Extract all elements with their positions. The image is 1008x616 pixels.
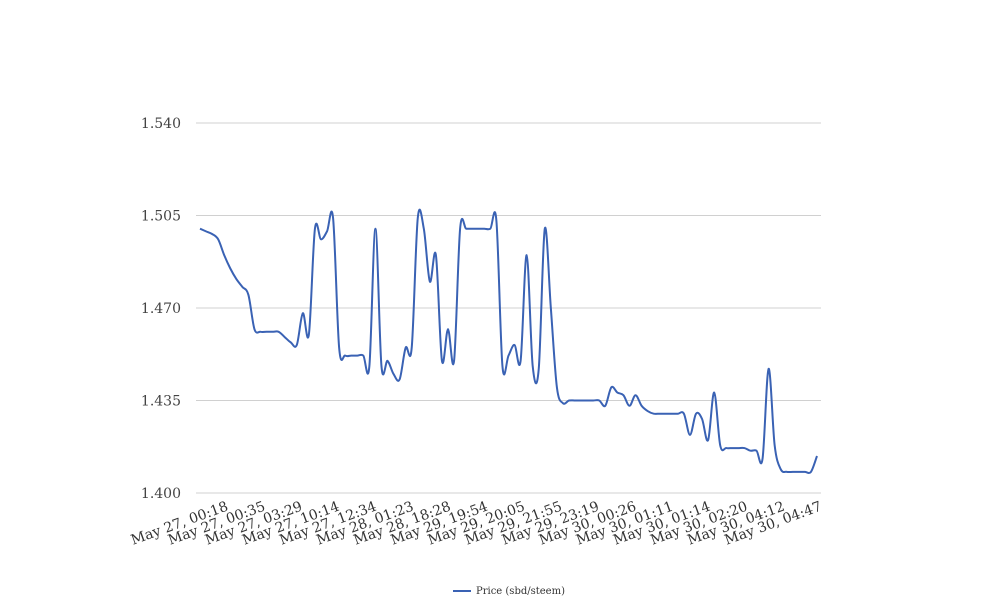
y-tick-label: 1.540 — [141, 116, 181, 132]
legend: Price (sbd/steem) — [453, 586, 565, 597]
price-line — [199, 208, 818, 475]
gridlines — [196, 122, 821, 494]
y-tick-label: 1.505 — [141, 209, 181, 225]
y-tick-label: 1.470 — [141, 301, 181, 317]
y-tick-label: 1.435 — [141, 394, 181, 410]
legend-label-price: Price (sbd/steem) — [476, 586, 565, 597]
y-axis-tick-labels: 1.400 1.435 1.470 1.505 1.540 — [141, 116, 181, 502]
series-price-line — [199, 208, 818, 475]
y-tick-label: 1.400 — [141, 486, 181, 502]
